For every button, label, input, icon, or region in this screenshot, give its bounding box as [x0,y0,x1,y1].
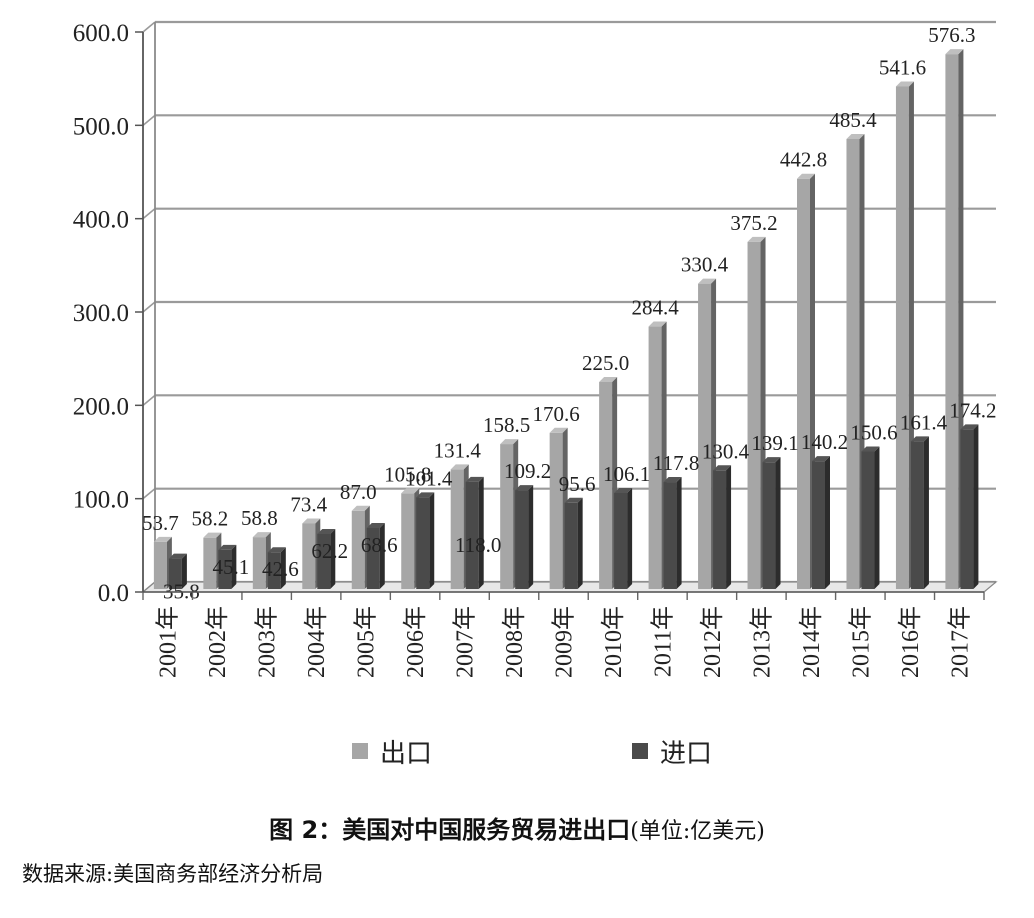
bar-import [713,465,732,589]
x-tick-label: 2001年 [155,606,182,678]
y-tick-label: 300.0 [73,300,129,327]
x-tick-label: 2014年 [798,606,825,678]
y-tick-label: 400.0 [73,207,129,234]
data-label-export: 58.2 [191,507,228,531]
x-tick-label: 2006年 [402,606,429,678]
data-label-import: 95.6 [559,472,596,496]
data-label-export: 485.4 [829,108,877,132]
data-label-import: 42.6 [262,557,299,581]
y-tick-label: 0.0 [98,580,129,607]
bar-import [861,446,880,589]
bar-import [515,485,534,589]
bar-import [663,477,682,589]
data-label-export: 131.4 [434,438,482,462]
data-label-import: 106.1 [603,462,650,486]
data-label-export: 58.8 [241,506,278,530]
gridline-side [142,114,156,126]
gridline-side [142,21,156,33]
data-label-export: 576.3 [928,23,975,47]
x-tick-label: 2008年 [501,606,528,678]
data-label-import: 62.2 [311,539,348,563]
legend-swatch-import [632,743,648,759]
gridline-side [142,208,156,220]
data-label-import: 139.1 [751,431,798,455]
bar-export [945,49,964,590]
data-label-export: 225.0 [582,351,629,375]
x-tick-label: 2010年 [600,606,627,678]
bar-import [812,456,831,589]
data-label-import: 117.8 [653,451,699,475]
data-label-import: 174.2 [949,398,996,422]
y-tick-label: 500.0 [73,113,129,140]
bar-import [168,553,187,589]
y-tick-label: 600.0 [73,20,129,47]
data-label-export: 158.5 [483,413,530,437]
data-label-export: 330.4 [681,253,729,277]
x-tick-label: 2009年 [551,606,578,678]
data-labels: 53.735.858.245.158.842.673.462.287.068.6… [142,23,997,603]
x-tick-label: 2005年 [353,606,380,678]
data-source: 数据来源:美国商务部经济分析局 [22,862,324,886]
gridline-side [142,488,156,500]
bar-import [267,547,286,589]
legend-label-import: 进口 [660,739,712,769]
data-label-export: 442.8 [780,148,827,172]
data-label-export: 73.4 [290,492,327,516]
data-label-export: 375.2 [730,211,777,235]
data-label-export: 541.6 [879,56,926,80]
data-label-import: 109.2 [504,459,551,483]
data-label-export: 170.6 [533,402,580,426]
y-axis: 0.0 100.0 200.0 300.0 400.0 500.0 600.0 [73,20,144,607]
x-tick-label: 2002年 [204,606,231,678]
x-tick-label: 2013年 [748,606,775,678]
bar-import [218,544,237,589]
data-label-import: 150.6 [850,420,897,444]
data-label-import: 140.2 [801,430,848,454]
gridline-side [142,394,156,406]
chart-caption: 图 2：美国对中国服务贸易进出口(单位:亿美元) [0,810,1034,845]
data-label-import: 68.6 [361,533,398,557]
data-label-export: 87.0 [340,480,377,504]
y-tick-label: 100.0 [73,487,129,514]
bar-import [416,492,435,589]
x-tick-label: 2011年 [649,606,676,677]
x-tick-label: 2004年 [303,606,330,678]
data-label-import: 130.4 [702,439,750,463]
bar-import [910,436,929,589]
x-tick-label: 2015年 [847,606,874,678]
gridline-side [142,301,156,313]
x-tick-label: 2012年 [699,606,726,678]
x-tick-label: 2017年 [946,606,973,678]
y-tick-label: 200.0 [73,393,129,420]
x-axis: 2001年 2002年 2003年 2004年 2005年 2006年 2007年 2008年… [142,591,985,678]
bar-import [614,487,633,589]
legend-label-export: 出口 [380,739,432,769]
data-label-import: 101.4 [405,466,453,490]
data-label-import: 45.1 [212,555,249,579]
legend: 出口 进口 [352,739,712,769]
x-tick-label: 2016年 [897,606,924,678]
data-label-import: 118.0 [455,533,501,557]
bar-import [564,497,583,589]
data-label-export: 105.8 [384,462,431,486]
bar-import [317,528,336,589]
data-label-import: 161.4 [900,410,948,434]
bar-import [960,424,979,589]
caption-unit: (单位:亿美元) [630,819,765,844]
bar-import [762,457,781,589]
bar-export [648,321,667,589]
bar-import [465,476,484,589]
caption-title: 图 2：美国对中国服务贸易进出口 [269,816,631,844]
legend-swatch-export [352,743,368,759]
data-label-export: 284.4 [631,296,679,320]
bar-import [366,522,385,589]
bars [153,49,979,590]
x-tick-label: 2003年 [254,606,281,678]
data-label-export: 53.7 [142,511,179,535]
x-tick-label: 2007年 [452,606,479,678]
